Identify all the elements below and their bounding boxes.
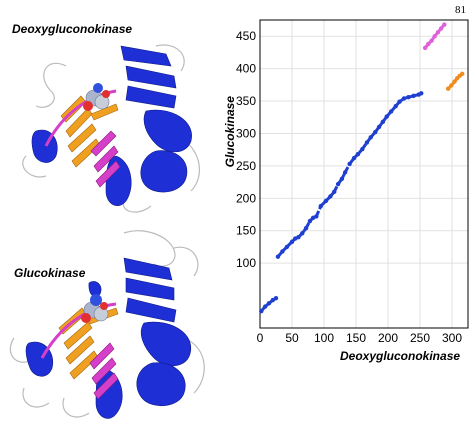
- magenta-helices: [44, 89, 121, 188]
- alignment-segment: [285, 240, 294, 249]
- glucokinase-structure: [9, 230, 205, 419]
- y-tick-label: 200: [236, 191, 256, 205]
- alignment-segment: [304, 220, 312, 229]
- tick-labels: 0 50 100 150 200 250 300 100 150 200 250 300 350 400 4…: [236, 29, 462, 345]
- glucokinase-label: Glucokinase: [14, 266, 86, 280]
- grid-lines: [259, 20, 468, 328]
- y-tick-label: 250: [236, 159, 256, 173]
- x-tick-label: 150: [346, 331, 366, 345]
- alignment-segment: [343, 163, 351, 174]
- alignment-dot-plot: 0 50 100 150 200 250 300 100 150 200 250 300 350 400 4…: [220, 14, 474, 439]
- alignment-segment: [361, 141, 369, 150]
- blue-domain: [31, 45, 192, 206]
- alignment-point: [273, 295, 279, 301]
- ligand-spheres: [81, 294, 109, 323]
- x-tick-label: 200: [378, 331, 398, 345]
- plot-frame: [259, 19, 469, 329]
- y-tick-label: 450: [236, 29, 256, 43]
- y-tick-label: 300: [236, 126, 256, 140]
- deoxygluconokinase-label: Deoxygluconokinase: [12, 22, 133, 36]
- y-tick-label: 400: [236, 62, 256, 76]
- blue-domain: [25, 257, 192, 419]
- x-tick-label: 0: [257, 331, 264, 345]
- page-number: 81: [455, 4, 466, 16]
- y-tick-label: 100: [236, 256, 256, 270]
- x-tick-label: 100: [314, 331, 334, 345]
- x-tick-label: 50: [285, 331, 299, 345]
- deoxygluconokinase-structure: [22, 44, 200, 213]
- alignment-segment: [348, 157, 356, 165]
- dot-plot-svg: 0 50 100 150 200 250 300 100 150 200 250 300 350 400 4…: [223, 19, 469, 363]
- data-marks: [259, 22, 465, 314]
- alignment-point: [460, 71, 465, 77]
- alignment-point: [442, 22, 447, 27]
- y-tick-label: 150: [236, 224, 256, 238]
- alignment-segment: [319, 199, 327, 208]
- alignment-segment: [340, 171, 347, 180]
- coil-regions: [9, 230, 205, 418]
- y-axis-title: Glucokinase: [223, 96, 237, 168]
- alignment-segment: [332, 183, 340, 193]
- x-tick-label: 300: [442, 331, 462, 345]
- x-axis-title: Deoxygluconokinase: [340, 349, 460, 363]
- y-tick-label: 350: [236, 94, 256, 108]
- ligand-spheres: [83, 83, 110, 111]
- x-tick-label: 250: [410, 331, 430, 345]
- alignment-point: [419, 91, 424, 96]
